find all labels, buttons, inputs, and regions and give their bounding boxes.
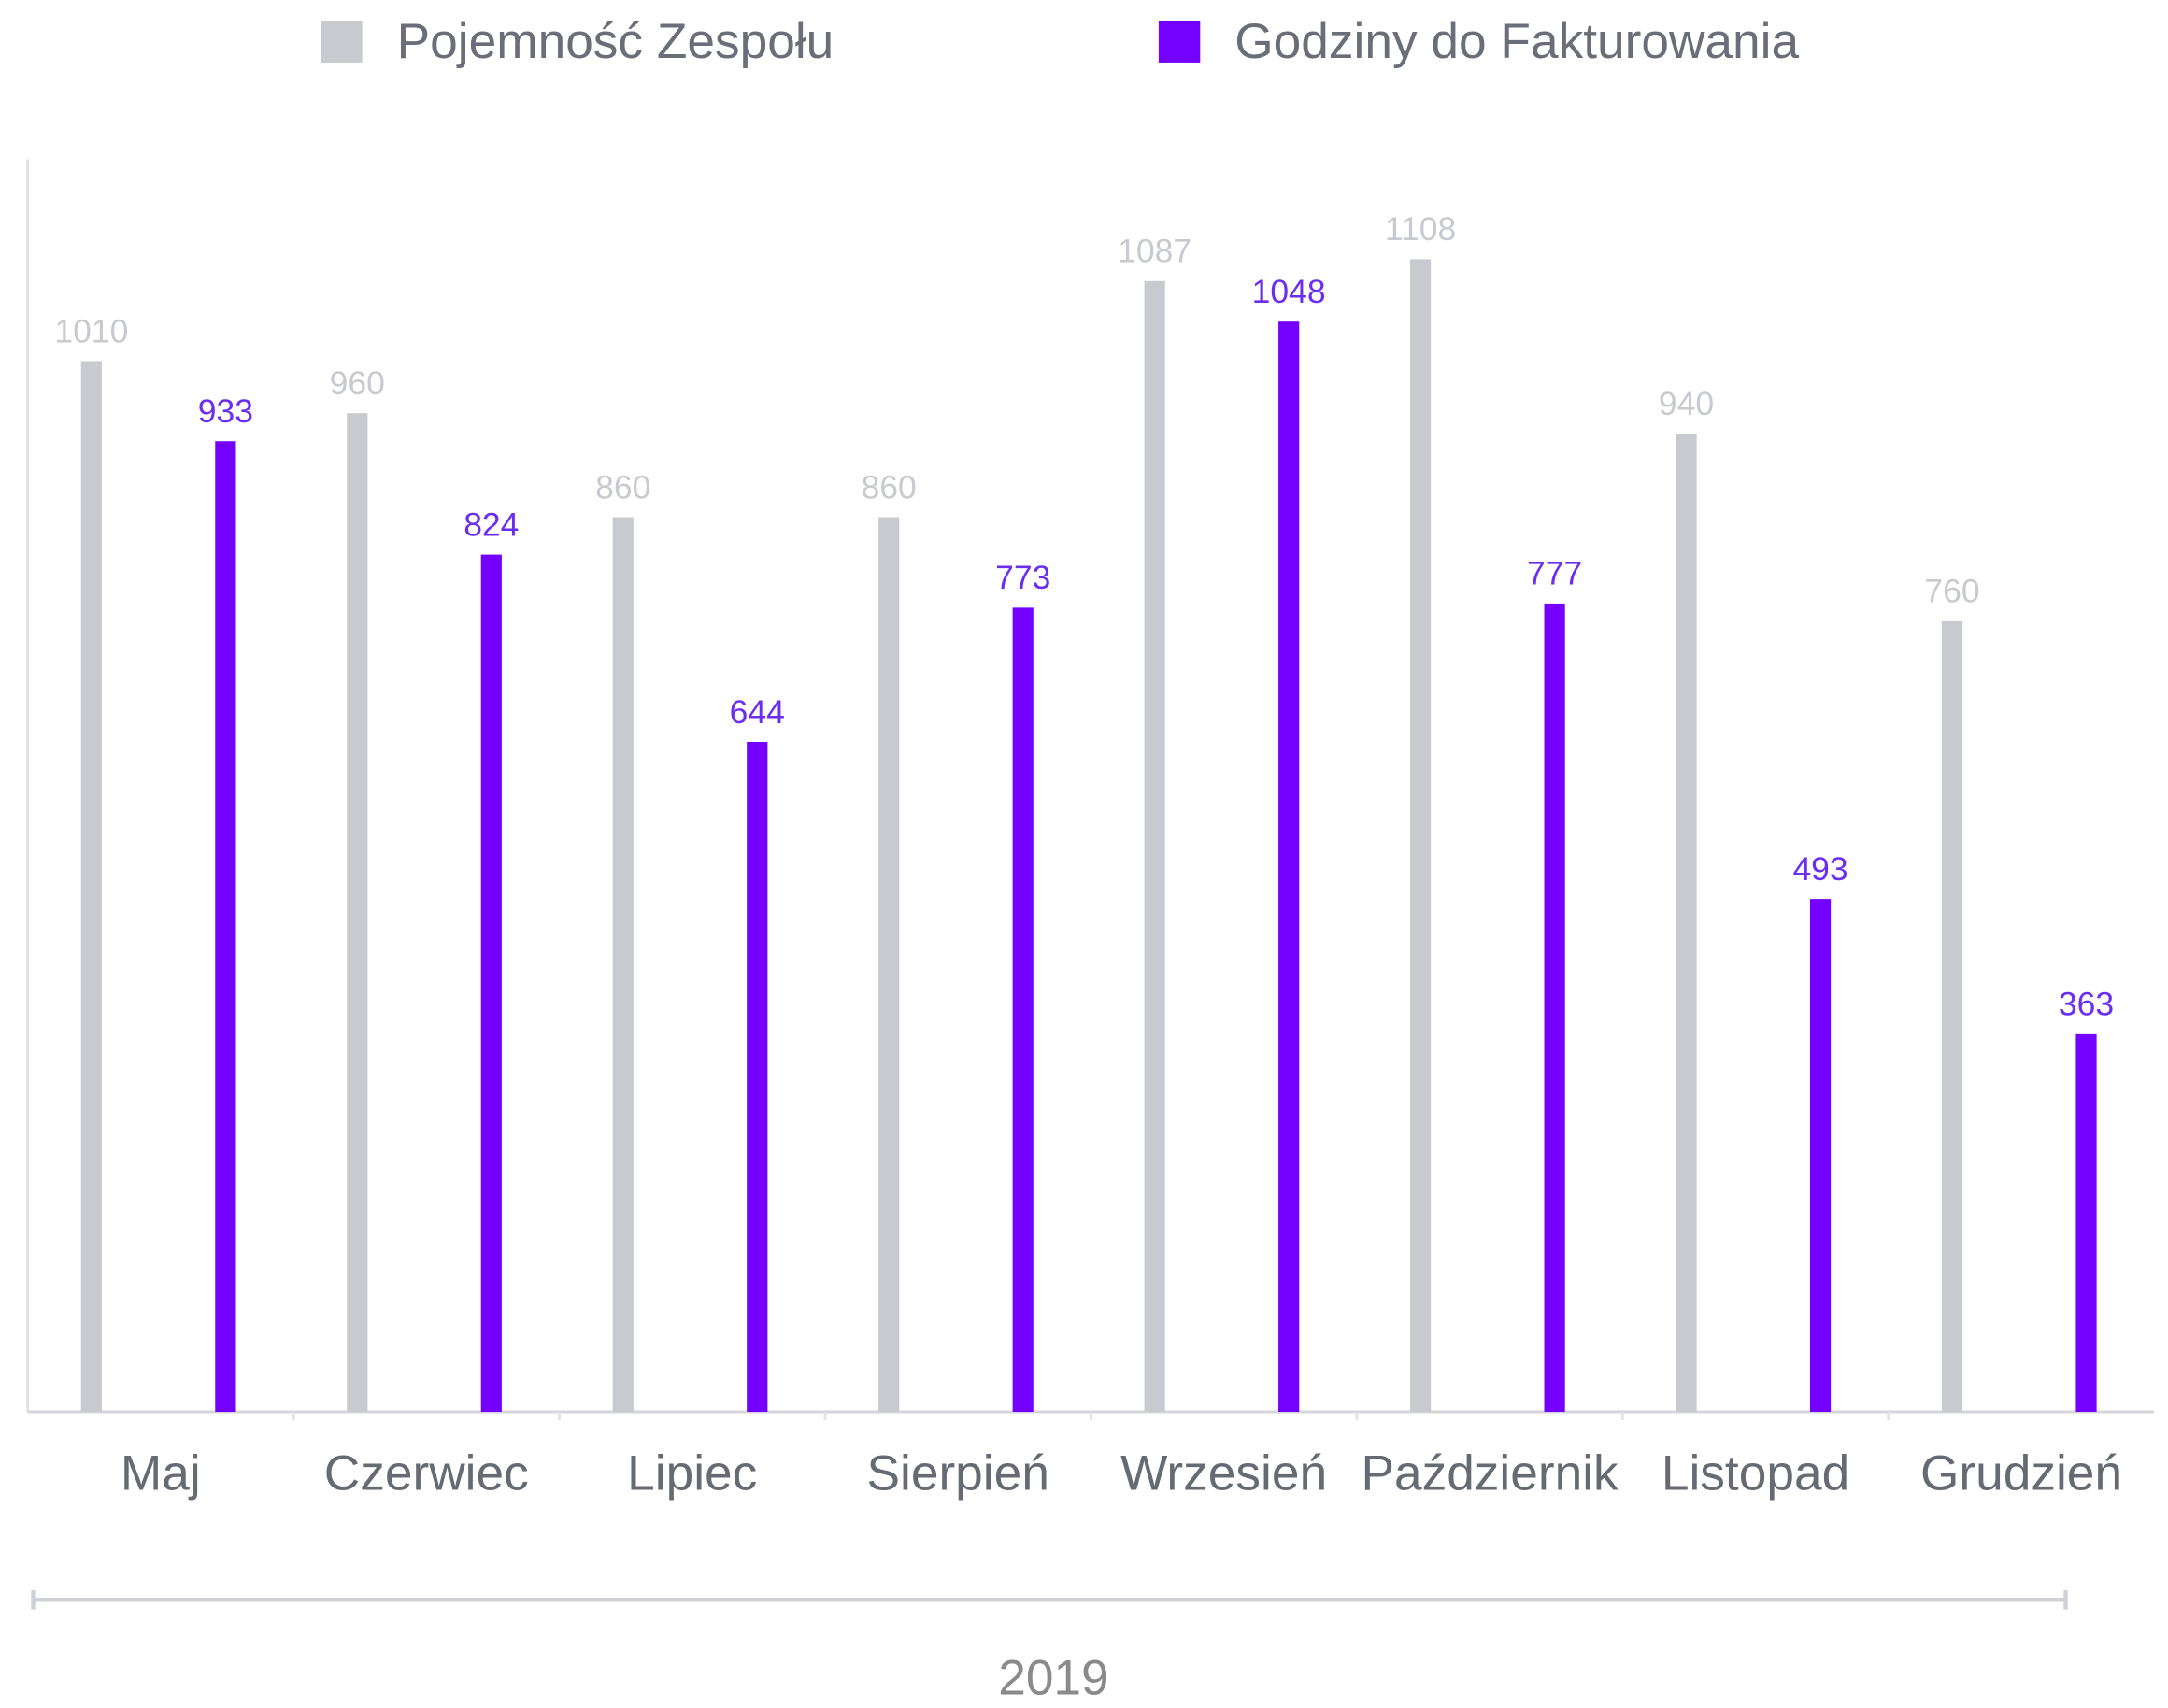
data-label: 860 bbox=[862, 468, 917, 505]
legend-swatch bbox=[1158, 21, 1201, 63]
bar bbox=[347, 413, 368, 1413]
legend-label: Godziny do Fakturowania bbox=[1234, 14, 1799, 69]
data-label: 1048 bbox=[1252, 273, 1326, 310]
bar bbox=[1278, 321, 1300, 1413]
bar bbox=[480, 554, 502, 1413]
bar bbox=[1409, 259, 1432, 1413]
legend-swatch bbox=[321, 21, 363, 63]
data-label: 1108 bbox=[1385, 210, 1456, 248]
x-tick-label: Wrzesień bbox=[1120, 1446, 1327, 1502]
data-label: 493 bbox=[1792, 850, 1847, 888]
data-label: 940 bbox=[1659, 385, 1714, 422]
legend-label: Pojemność Zespołu bbox=[397, 14, 834, 69]
bar bbox=[612, 517, 634, 1413]
data-label: 933 bbox=[198, 392, 253, 430]
data-label: 824 bbox=[464, 505, 519, 543]
bar bbox=[1144, 280, 1165, 1413]
x-tick-label: Maj bbox=[121, 1446, 201, 1502]
x-tick-label: Sierpień bbox=[866, 1446, 1048, 1502]
bar bbox=[747, 741, 768, 1413]
bar bbox=[1012, 607, 1034, 1413]
period-label: 2019 bbox=[998, 1651, 1108, 1706]
x-tick-label: Lipiec bbox=[627, 1446, 757, 1502]
period-bracket bbox=[31, 1589, 2068, 1610]
data-label: 960 bbox=[330, 364, 385, 402]
bar bbox=[1676, 434, 1697, 1413]
data-label: 1010 bbox=[54, 312, 128, 349]
data-label: 363 bbox=[2059, 986, 2114, 1023]
data-label: 860 bbox=[595, 468, 650, 505]
bar bbox=[1544, 603, 1565, 1413]
bar bbox=[2075, 1033, 2097, 1413]
data-label: 644 bbox=[730, 693, 785, 731]
bar bbox=[215, 441, 236, 1413]
bar bbox=[878, 517, 900, 1413]
data-label: 773 bbox=[995, 559, 1050, 596]
x-tick-label: Czerwiec bbox=[324, 1446, 529, 1502]
bar bbox=[1809, 899, 1832, 1413]
data-label: 777 bbox=[1527, 555, 1582, 592]
bar bbox=[80, 361, 102, 1413]
bar bbox=[1941, 620, 1963, 1413]
x-tick-label: Grudzień bbox=[1920, 1446, 2122, 1502]
x-tick-label: Październik bbox=[1361, 1446, 1619, 1502]
data-label: 760 bbox=[1924, 573, 1979, 610]
data-label: 1087 bbox=[1118, 233, 1191, 270]
x-tick-label: Listopad bbox=[1662, 1446, 1849, 1502]
